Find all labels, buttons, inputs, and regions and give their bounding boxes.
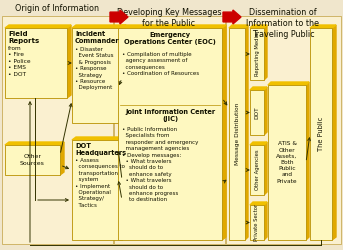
Text: Incident
Commander: Incident Commander — [75, 31, 120, 44]
Polygon shape — [118, 25, 226, 28]
Polygon shape — [250, 25, 267, 28]
Polygon shape — [72, 25, 126, 28]
Polygon shape — [306, 82, 309, 240]
Polygon shape — [264, 142, 267, 195]
Text: The Public: The Public — [318, 117, 324, 151]
Bar — [250, 205, 264, 240]
Bar — [72, 28, 122, 123]
Polygon shape — [332, 25, 336, 240]
Polygon shape — [250, 142, 267, 145]
Text: Origin of Information: Origin of Information — [15, 4, 99, 13]
Text: Emergency
Operations Center (EOC): Emergency Operations Center (EOC) — [124, 32, 216, 45]
Bar — [2, 16, 113, 244]
Bar — [72, 140, 122, 240]
Bar — [229, 28, 245, 240]
Polygon shape — [264, 87, 267, 135]
Text: Other
Sources: Other Sources — [20, 154, 45, 166]
Polygon shape — [60, 142, 64, 175]
Bar — [250, 145, 264, 195]
Polygon shape — [264, 202, 267, 240]
Text: Joint Information Center
(JIC): Joint Information Center (JIC) — [125, 109, 215, 122]
Bar — [5, 145, 60, 175]
Polygon shape — [310, 25, 336, 28]
Polygon shape — [72, 137, 126, 140]
Text: • Compilation of multiple
  agency assessment of
  consequences
• Coordination o: • Compilation of multiple agency assessm… — [122, 52, 199, 76]
Polygon shape — [250, 87, 267, 90]
Text: Dissemination of
Information to the
Traveling Public: Dissemination of Information to the Trav… — [247, 8, 319, 39]
Polygon shape — [122, 137, 126, 240]
Bar — [226, 16, 341, 244]
Text: Reporting Media: Reporting Media — [255, 32, 260, 76]
Polygon shape — [245, 25, 248, 240]
Polygon shape — [5, 142, 64, 145]
Polygon shape — [229, 25, 248, 28]
Bar — [118, 28, 222, 240]
Polygon shape — [67, 25, 71, 98]
Text: Private Sector: Private Sector — [255, 204, 260, 241]
Text: DOT
Headquarters: DOT Headquarters — [75, 143, 126, 156]
Bar — [268, 85, 306, 240]
Polygon shape — [110, 10, 128, 24]
Polygon shape — [222, 25, 226, 240]
Bar — [250, 90, 264, 135]
Polygon shape — [5, 25, 71, 28]
Text: • Disaster
  Event Status
  & Prognosis
• Response
  Strategy
• Resource
  Deplo: • Disaster Event Status & Prognosis • Re… — [75, 47, 114, 90]
Text: DOT: DOT — [255, 106, 260, 119]
Bar — [250, 28, 264, 80]
Polygon shape — [223, 10, 241, 24]
Text: ATIS &
Other
Assets,
Both
Public
and
Private: ATIS & Other Assets, Both Public and Pri… — [276, 142, 298, 184]
Text: • Assess
  consequences to
  transportation
  system
• Implement
  Operational
 : • Assess consequences to transportation … — [75, 158, 125, 208]
Polygon shape — [268, 82, 309, 85]
Polygon shape — [122, 25, 126, 123]
Polygon shape — [264, 25, 267, 80]
Bar — [114, 16, 225, 244]
Text: Developing Key Messages
for the Public: Developing Key Messages for the Public — [117, 8, 221, 28]
Text: Other Agencies: Other Agencies — [255, 150, 260, 190]
Bar — [5, 28, 67, 98]
Text: from
• Fire
• Police
• EMS
• DOT: from • Fire • Police • EMS • DOT — [8, 46, 31, 76]
Bar — [310, 28, 332, 240]
Text: Field
Reports: Field Reports — [8, 31, 39, 44]
Text: Message Distribution: Message Distribution — [235, 103, 239, 165]
Text: • Public Information
  Specialists from
  responder and emergency
  management a: • Public Information Specialists from re… — [122, 127, 198, 202]
Polygon shape — [250, 202, 267, 205]
